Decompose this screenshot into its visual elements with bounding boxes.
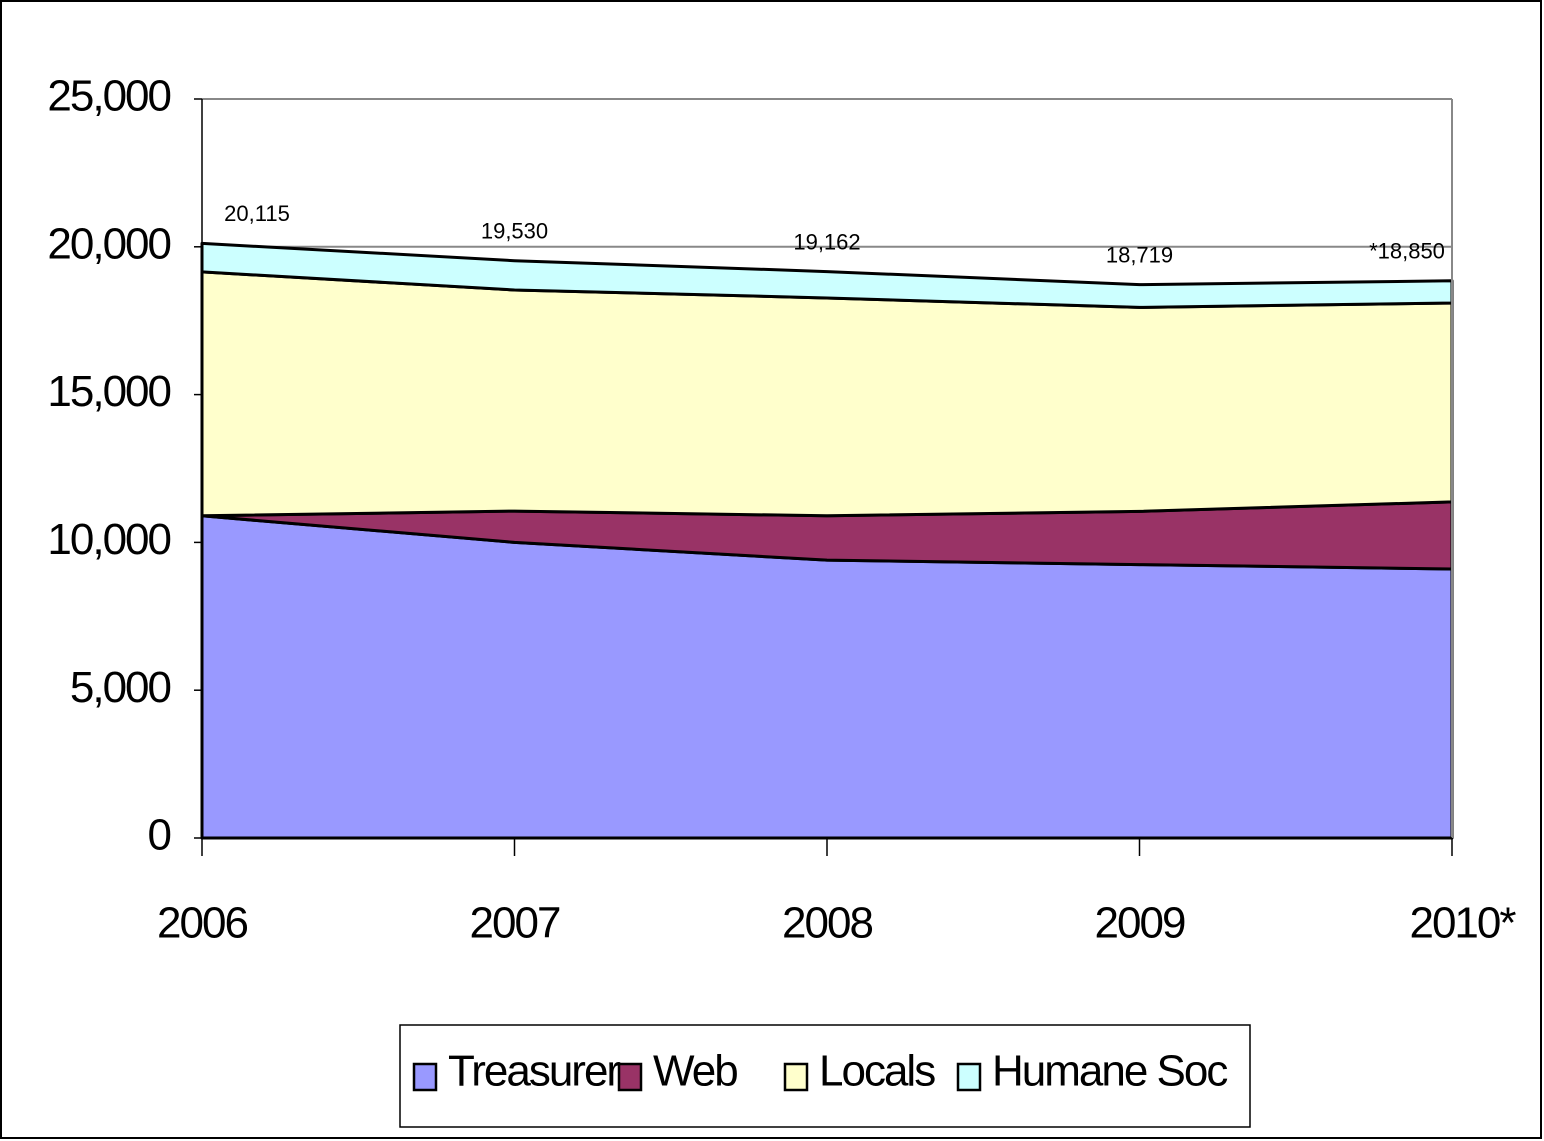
legend-label: Humane Soc (992, 1047, 1227, 1096)
legend-swatch (956, 1062, 982, 1092)
legend-box (399, 1024, 1251, 1128)
x-tick-label: 2007 (470, 899, 560, 948)
y-tick-label: 15,000 (47, 367, 170, 416)
legend-label: Web (653, 1047, 737, 1096)
y-tick-label: 0 (148, 811, 171, 860)
x-tick-label: 2009 (1095, 899, 1185, 948)
x-tick-label: 2008 (782, 899, 872, 948)
y-tick-label: 5,000 (70, 663, 171, 712)
area (200, 270, 1454, 518)
legend-label: Treasurer (448, 1047, 620, 1096)
total-label: 18,719 (1106, 242, 1173, 267)
y-tick-label: 25,000 (47, 72, 170, 121)
legend-swatch (783, 1062, 809, 1092)
legend-label: Locals (819, 1047, 935, 1096)
total-label: 19,530 (481, 219, 548, 244)
total-label: 19,162 (793, 229, 860, 254)
total-label: 20,115 (224, 201, 290, 226)
y-tick-label: 10,000 (47, 515, 170, 564)
y-tick-label: 20,000 (47, 219, 170, 268)
legend-swatch (412, 1062, 438, 1092)
x-tick-label: 2006 (157, 899, 247, 948)
legend-swatch (617, 1062, 643, 1092)
total-label: *18,850 (1369, 239, 1445, 264)
x-tick-label: 2010* (1409, 899, 1516, 948)
